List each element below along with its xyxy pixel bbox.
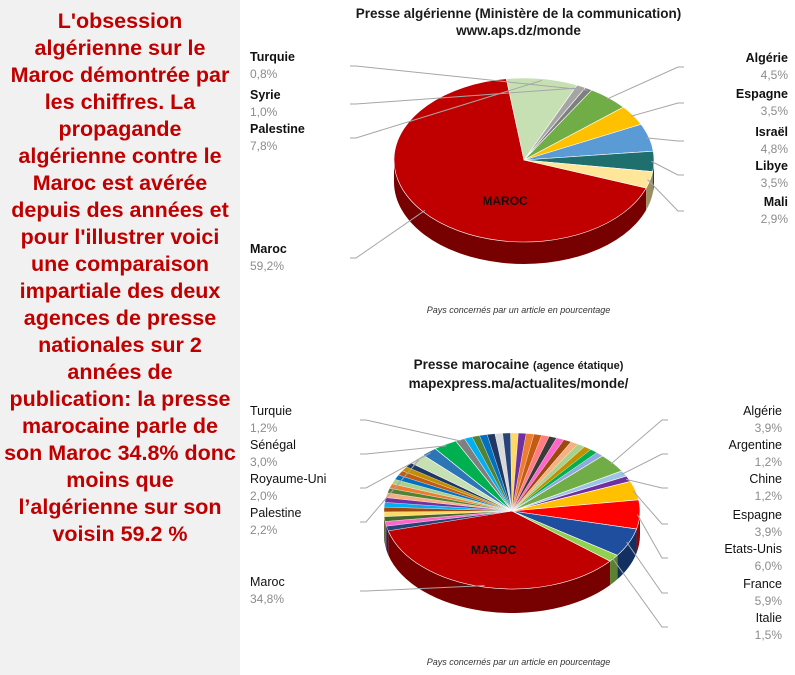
chart-panel-moroccan-press: Presse marocaine (agence étatique) mapex… [242, 348, 795, 675]
legend-label-value: 3,0% [250, 455, 278, 469]
pie-slices [393, 77, 655, 243]
legend-label-name: Algérie [746, 51, 788, 65]
leader-line [621, 453, 668, 475]
pie-chart-moroccan: MAROC Maroc 34,8% Turquie 1,2% Sénégal 3,0% Roy… [250, 404, 782, 642]
leader-line [632, 490, 668, 525]
leader-line [360, 585, 485, 592]
legend-label-name: Libye [755, 159, 788, 173]
legend-label-value: 1,2% [755, 489, 783, 503]
pie-slice-italie [511, 510, 618, 562]
chart-subtitle-text: mapexpress.ma/actualites/monde/ [408, 376, 629, 391]
sidebar-panel: L'obsession algérienne sur le Maroc démo… [0, 0, 240, 675]
leader-line [350, 210, 426, 259]
legend-label-value: 7,8% [250, 139, 278, 153]
chart-title-moroccan: Presse marocaine (agence étatique) mapex… [242, 356, 795, 392]
legend-label-name: France [743, 577, 782, 591]
legend-label-value: 3,9% [755, 525, 783, 539]
leader-line [611, 557, 668, 628]
legend-label-name: Syrie [250, 88, 281, 102]
legend-label-value: 2,0% [250, 489, 278, 503]
chart-caption-algerian: Pays concernés par un article en pourcen… [426, 305, 611, 315]
legend-label-value: 1,5% [755, 628, 783, 642]
legend-label-value: 1,0% [250, 105, 278, 119]
legend-label-value: 2,2% [250, 523, 278, 537]
leader-line [626, 541, 668, 594]
pie-slice-side [384, 516, 386, 546]
leader-line [646, 137, 684, 142]
leader-line [647, 179, 684, 212]
legend-label-name: Sénégal [250, 438, 296, 452]
leader-line [626, 478, 668, 489]
legend-label-value: 4,5% [761, 68, 789, 82]
legend-label-value: 1,2% [755, 455, 783, 469]
pie-slices [383, 432, 641, 590]
leader-line [606, 66, 684, 100]
leader-line [360, 445, 447, 455]
legend-label-value: 3,9% [755, 421, 783, 435]
legend-label-name: Maroc [250, 575, 285, 589]
pie-slice-side [617, 529, 637, 580]
legend-label-name: Chine [749, 472, 782, 486]
legend-label-name: Mali [764, 195, 788, 209]
pie-labels: Maroc 59,2% Turquie 0,8% Syrie 1,0% Palestine 7… [250, 50, 788, 273]
leader-line [610, 419, 668, 465]
legend-label-name: Espagne [733, 508, 782, 522]
pie-slice-maroc [387, 510, 611, 590]
legend-label-name: Espagne [736, 87, 788, 101]
pie-center-label: MAROC [471, 543, 517, 557]
pie-slice-side [646, 171, 653, 211]
legend-label-value: 3,5% [761, 104, 789, 118]
leader-line [350, 79, 543, 139]
pie-labels: Maroc 34,8% Turquie 1,2% Sénégal 3,0% Royaume-… [250, 404, 782, 642]
sidebar-text: L'obsession algérienne sur le Maroc démo… [4, 9, 236, 546]
chart-title-algerian: Presse algérienne (Ministère de la commu… [242, 5, 795, 39]
leader-line [350, 87, 581, 105]
legend-label-name: Italie [756, 611, 782, 625]
chart-subtitle-text: www.aps.dz/monde [456, 23, 581, 38]
pie-slice-mali [523, 159, 654, 189]
pie-slice-side [386, 526, 389, 555]
chart-title-text: Presse algérienne (Ministère de la commu… [355, 6, 682, 21]
legend-label-value: 0,8% [250, 67, 278, 81]
leader-line [360, 452, 431, 489]
legend-label-name: Maroc [250, 242, 287, 256]
legend-label-value: 34,8% [250, 592, 284, 606]
leader-line [360, 419, 462, 442]
legend-label-value: 5,9% [755, 594, 783, 608]
chart-title-note: (agence étatique) [532, 360, 624, 372]
chart-panel-algerian-press: Presse algérienne (Ministère de la commu… [242, 0, 795, 325]
leader-line [350, 65, 588, 91]
legend-label-name: Turquie [250, 404, 292, 418]
pie-depth [384, 511, 640, 613]
leader-line [630, 102, 684, 117]
chart-title-text: Presse marocaine [413, 357, 530, 372]
legend-label-name: Turquie [250, 50, 295, 64]
chart-caption-moroccan: Pays concernés par un article en pourcen… [426, 657, 611, 667]
pie-chart-algerian: MAROC Maroc 59,2% Turquie 0,8% Syrie 1,0% Pales… [250, 50, 788, 273]
legend-label-value: 1,2% [250, 421, 278, 435]
pie-slice-side [385, 521, 387, 551]
leader-line [360, 459, 420, 523]
leader-line [636, 514, 668, 559]
legend-label-value: 2,9% [761, 212, 789, 226]
leader-line [651, 160, 684, 176]
legend-label-name: Palestine [250, 506, 301, 520]
legend-label-name: Etats-Unis [724, 542, 782, 556]
pie-slice-side [394, 160, 647, 264]
legend-label-value: 59,2% [250, 259, 284, 273]
legend-label-value: 4,8% [761, 142, 789, 156]
legend-label-name: Royaume-Uni [250, 472, 326, 486]
legend-label-name: Argentine [728, 438, 782, 452]
pie-center-label: MAROC [482, 194, 528, 208]
legend-label-name: Palestine [250, 122, 305, 136]
pie-slice-side [388, 530, 611, 613]
legend-label-name: Algérie [743, 404, 782, 418]
legend-label-value: 6,0% [755, 559, 783, 573]
legend-label-value: 3,5% [761, 176, 789, 190]
legend-label-name: Israël [755, 125, 788, 139]
